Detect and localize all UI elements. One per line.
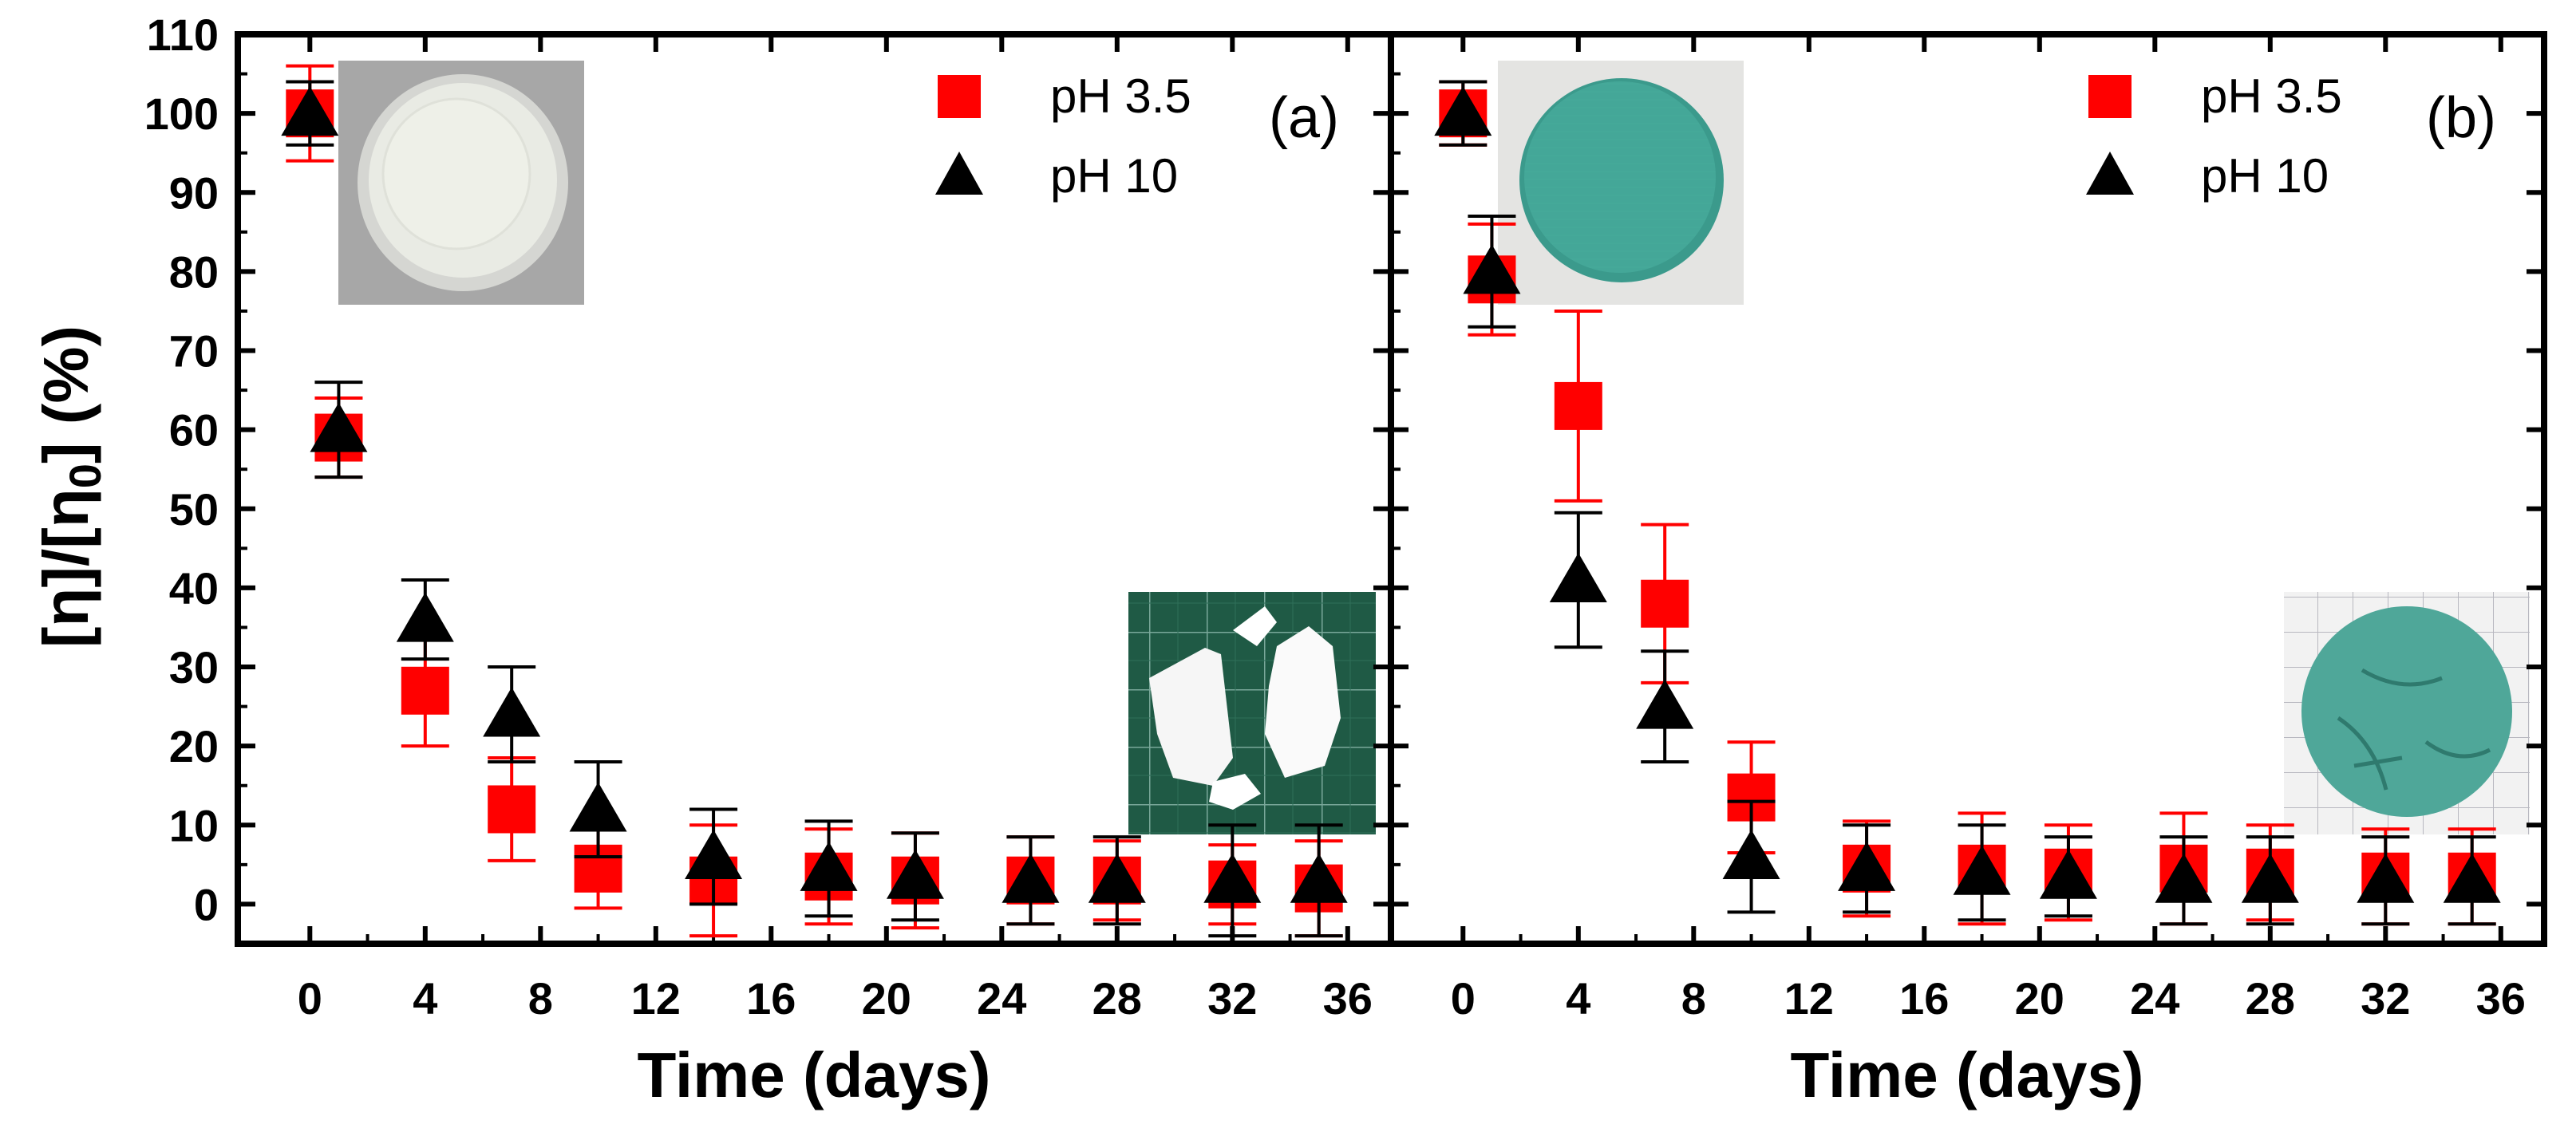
data-point-square — [1641, 579, 1689, 628]
y-tick-label: 100 — [144, 89, 219, 139]
x-tick-label-b: 16 — [1899, 973, 1949, 1024]
legend-label-ph35-b: pH 3.5 — [2201, 69, 2342, 123]
data-point-triangle — [483, 687, 541, 737]
panel-label-a: (a) — [1269, 86, 1339, 150]
x-tick-label-a: 36 — [1323, 973, 1373, 1024]
x-tick-label-a: 12 — [631, 973, 681, 1024]
x-tick-label-b: 24 — [2130, 973, 2179, 1024]
y-tick-label: 30 — [169, 642, 219, 692]
axes-frame-b — [1388, 31, 2547, 947]
data-point-triangle — [1463, 244, 1521, 294]
data-point-triangle — [310, 402, 368, 452]
inset-white-fragments-photo — [1128, 592, 1376, 834]
x-tick-label-b: 36 — [2476, 973, 2526, 1024]
data-point-triangle — [2241, 853, 2299, 903]
x-tick-label-b: 4 — [1566, 973, 1590, 1024]
data-point-triangle — [1203, 853, 1262, 903]
inset-degraded-disc-photo — [2284, 592, 2530, 834]
x-tick-label-a: 24 — [977, 973, 1026, 1024]
x-tick-label-b: 32 — [2361, 973, 2410, 1024]
data-point-triangle — [886, 849, 944, 899]
data-point-triangle — [1636, 679, 1694, 729]
y-tick-label: 70 — [169, 326, 219, 377]
x-axis-title-b: Time (days) — [1790, 1039, 2143, 1110]
x-tick-label-a: 4 — [413, 973, 437, 1024]
panel-label-b: (b) — [2426, 86, 2496, 150]
y-tick-label: 40 — [169, 563, 219, 613]
x-tick-label-a: 16 — [746, 973, 796, 1024]
data-point-triangle — [1838, 841, 1896, 891]
legend-swatch-ph10 — [935, 152, 983, 195]
y-tick-label: 80 — [169, 247, 219, 297]
data-point-triangle — [281, 86, 339, 136]
data-point-square — [1554, 381, 1602, 430]
data-point-triangle — [685, 829, 743, 879]
legend-swatch-ph10-b — [2086, 152, 2134, 195]
x-axis-title-a: Time (days) — [637, 1039, 990, 1110]
inset-teal-disc-photo — [1498, 61, 1744, 305]
y-axis-title: [η]/[η0] (%) — [30, 325, 110, 648]
data-point-triangle — [1290, 853, 1348, 903]
series-pH10-b — [1434, 80, 2501, 926]
y-tick-label: 90 — [169, 168, 219, 218]
y-tick-label: 50 — [169, 484, 219, 534]
x-tick-label-a: 28 — [1092, 973, 1142, 1024]
y-tick-label: 110 — [147, 10, 219, 60]
data-point-triangle — [569, 782, 627, 832]
x-tick-label-a: 20 — [862, 973, 911, 1024]
y-tick-label: 60 — [169, 405, 219, 456]
x-tick-label-a: 8 — [528, 973, 553, 1024]
inset-transparent-disc-photo — [338, 61, 584, 305]
data-point-triangle — [800, 841, 858, 891]
data-point-triangle — [1434, 86, 1492, 136]
x-tick-label-b: 12 — [1784, 973, 1834, 1024]
plot-area-a: 0 4 8 12 16 20 24 28 32 36 0 10 20 30 40 50 60 70 80 90 100 1… — [144, 10, 1391, 1024]
y-tick-label: 10 — [169, 800, 219, 850]
data-point-square — [401, 666, 449, 715]
data-point-triangle — [1088, 853, 1146, 903]
data-point-triangle — [1953, 845, 2011, 895]
legend-swatch-ph35-b — [2088, 75, 2132, 118]
data-point-triangle — [2039, 849, 2097, 899]
data-point-triangle — [1002, 853, 1060, 903]
legend-label-ph10-b: pH 10 — [2201, 149, 2329, 203]
legend-a: pH 3.5 pH 10 — [935, 69, 1191, 203]
data-point-triangle — [2443, 853, 2501, 903]
x-tick-label-b: 0 — [1451, 973, 1476, 1024]
y-tick-label: 20 — [169, 721, 219, 771]
legend-swatch-ph35 — [938, 75, 981, 118]
data-point-triangle — [1722, 829, 1780, 879]
x-tick-label-a: 32 — [1207, 973, 1257, 1024]
data-point-triangle — [1549, 553, 1607, 602]
series-pH10-a — [281, 80, 1348, 938]
plot-area-b: 0 4 8 12 16 20 24 28 32 36 — [1391, 32, 2544, 1024]
x-tick-label-a: 0 — [298, 973, 322, 1024]
data-point-triangle — [2155, 853, 2213, 903]
y-tick-label: 0 — [194, 879, 219, 929]
panel-a: 0 4 8 12 16 20 24 28 32 36 0 10 20 30 40 50 60 70 80 90 100 1… — [30, 10, 1394, 1110]
x-tick-label-b: 28 — [2246, 973, 2295, 1024]
data-point-square — [488, 785, 536, 834]
legend-b: pH 3.5 pH 10 — [2086, 69, 2342, 203]
legend-label-ph10: pH 10 — [1050, 149, 1178, 203]
panel-b: 0 4 8 12 16 20 24 28 32 36 pH 3.5 pH 10 (b) Time … — [1388, 31, 2547, 1110]
legend-label-ph35: pH 3.5 — [1050, 69, 1191, 123]
data-point-triangle — [2357, 853, 2415, 903]
x-tick-label-b: 20 — [2015, 973, 2064, 1024]
x-tick-label-b: 8 — [1681, 973, 1706, 1024]
data-point-triangle — [396, 592, 454, 642]
